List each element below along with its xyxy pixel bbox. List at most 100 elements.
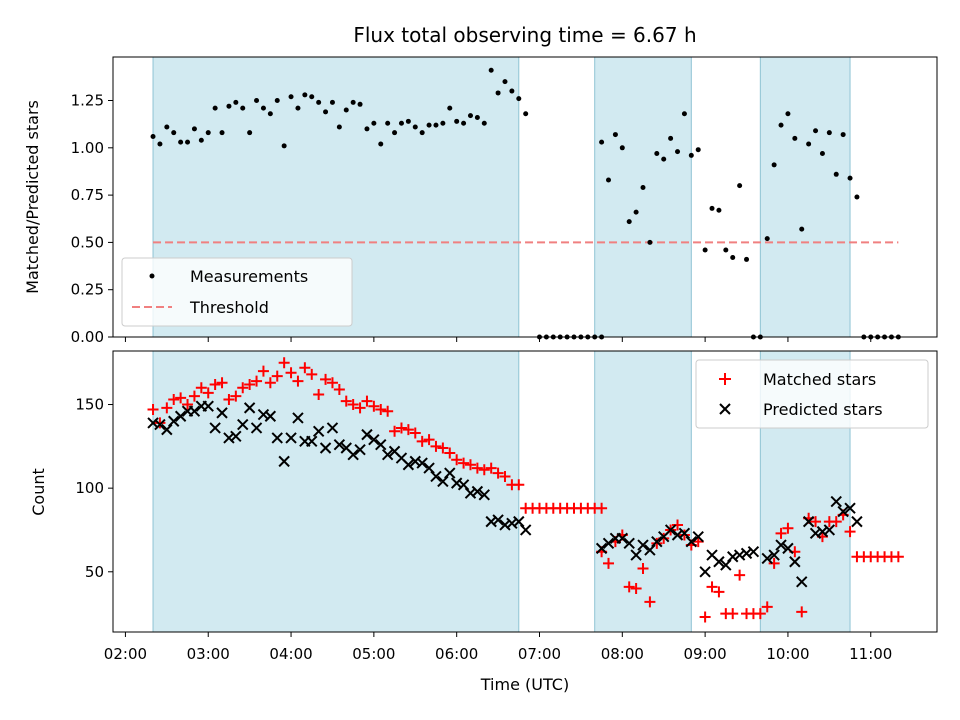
bottom-series-2-point-31 bbox=[354, 443, 366, 456]
bottom-series-1-point-26 bbox=[320, 373, 332, 385]
top-series-1-point-84 bbox=[723, 247, 729, 253]
top-series-1-point-14 bbox=[240, 105, 246, 111]
bottom-series-1-point-92 bbox=[768, 557, 780, 569]
bottom-series-1-point-91 bbox=[761, 601, 773, 613]
bottom-series-2-point-91 bbox=[844, 502, 856, 514]
bottom-series-2-point-26 bbox=[319, 442, 332, 454]
top-series-1-point-9 bbox=[205, 130, 211, 136]
bottom-series-1-point-48 bbox=[471, 462, 483, 474]
bottom-series-1-point-29 bbox=[340, 395, 352, 407]
top-series-1-point-54 bbox=[516, 96, 522, 102]
bottom-series-2-point-39 bbox=[409, 455, 421, 468]
top-series-1-point-51 bbox=[495, 90, 501, 96]
bottom-series-2-point-34 bbox=[375, 438, 387, 451]
top-series-1-point-95 bbox=[799, 226, 805, 232]
top-series-1-point-98 bbox=[819, 150, 825, 156]
legend-marker-measurements bbox=[149, 273, 155, 279]
legend-label-predicted: Predicted stars bbox=[763, 400, 883, 419]
top-y-axis-label: Matched/Predicted stars bbox=[23, 100, 42, 294]
top-series-1-point-39 bbox=[412, 124, 418, 130]
x-axis-label: Time (UTC) bbox=[480, 675, 569, 694]
top-series-1-point-90 bbox=[764, 236, 770, 242]
bottom-series-1-point-98 bbox=[810, 516, 822, 528]
bottom-series-1-point-44 bbox=[444, 447, 456, 459]
bottom-series-1-point-66 bbox=[596, 502, 608, 514]
bottom-series-2-point-7 bbox=[188, 405, 201, 417]
bottom-y-axis-label: Count bbox=[29, 468, 48, 516]
bottom-series-1-point-78 bbox=[672, 519, 684, 531]
bottom-series-2-point-28 bbox=[333, 438, 346, 451]
top-series-1-point-15 bbox=[247, 130, 253, 136]
bottom-series-1-point-14 bbox=[237, 382, 249, 394]
top-series-1-point-52 bbox=[502, 79, 508, 85]
top-series-1-point-16 bbox=[254, 98, 260, 104]
bottom-series-1-point-23 bbox=[299, 362, 311, 374]
top-series-1-point-32 bbox=[364, 126, 370, 132]
top-series-1-point-35 bbox=[385, 120, 391, 126]
bottom-series-2-point-48 bbox=[471, 485, 484, 498]
bottom-series-1-point-35 bbox=[382, 405, 394, 417]
top-series-1-point-93 bbox=[785, 111, 791, 117]
bottom-series-1-point-2 bbox=[154, 417, 166, 429]
top-series-1-point-43 bbox=[440, 120, 446, 126]
bottom-shaded-region-2 bbox=[594, 350, 692, 633]
top-series-1-point-79 bbox=[688, 152, 694, 158]
top-series-1-point-23 bbox=[302, 92, 308, 98]
bottom-series-1-point-40 bbox=[416, 435, 428, 447]
top-series-1-point-11 bbox=[219, 130, 225, 136]
top-series-1-point-83 bbox=[716, 207, 722, 213]
bottom-series-2-point-83 bbox=[789, 556, 801, 568]
bottom-series-2-point-18 bbox=[264, 410, 277, 422]
x-tick-label-6: 07:00 bbox=[518, 645, 561, 663]
top-series-1-point-67 bbox=[606, 177, 612, 183]
legend-marker-predicted bbox=[719, 403, 731, 415]
bottom-series-2-point-68 bbox=[678, 527, 691, 540]
bottom-y-tick-label-2: 100 bbox=[75, 479, 104, 497]
bottom-series-2-point-53 bbox=[506, 517, 518, 529]
bottom-series-1-point-101 bbox=[830, 516, 842, 528]
bottom-series-2-point-64 bbox=[651, 535, 663, 548]
top-legend: Measurements Threshold bbox=[121, 257, 353, 327]
bottom-series-2-point-21 bbox=[285, 432, 297, 444]
bottom-series-2-point-5 bbox=[174, 410, 187, 422]
bottom-series-2-point-67 bbox=[671, 529, 684, 541]
bottom-series-2-point-61 bbox=[630, 549, 642, 561]
top-series-1-point-100 bbox=[833, 171, 839, 177]
bottom-series-1-point-5 bbox=[175, 392, 187, 404]
bottom-series-2-point-89 bbox=[830, 495, 842, 508]
bottom-series-1-point-37 bbox=[395, 422, 407, 434]
top-series-1-point-2 bbox=[157, 141, 163, 147]
bottom-series-2-point-14 bbox=[237, 418, 249, 431]
top-series-1-point-24 bbox=[309, 94, 315, 100]
bottom-series-2-point-76 bbox=[733, 549, 746, 561]
top-series-1-point-20 bbox=[281, 143, 287, 149]
top-y-tick-label-3: 0.50 bbox=[71, 233, 104, 251]
bottom-series-2-point-10 bbox=[209, 422, 221, 434]
bottom-series-2-point-73 bbox=[713, 556, 725, 568]
bottom-series-2-point-3 bbox=[161, 423, 173, 436]
bottom-series-2-point-20 bbox=[278, 455, 290, 468]
bottom-series-2-point-4 bbox=[168, 415, 180, 427]
bottom-series-1-point-86 bbox=[727, 608, 739, 620]
top-series-1-point-70 bbox=[626, 219, 632, 225]
bottom-series-1-point-42 bbox=[430, 440, 442, 452]
bottom-series-1-point-4 bbox=[168, 394, 180, 406]
legend-label-measurements: Measurements bbox=[190, 267, 308, 286]
bottom-series-2-point-88 bbox=[823, 524, 836, 536]
bottom-series-2-point-45 bbox=[450, 477, 463, 489]
bottom-series-1-point-11 bbox=[216, 377, 228, 389]
top-series-1-point-7 bbox=[191, 126, 197, 132]
top-series-1-point-81 bbox=[702, 247, 708, 253]
bottom-series-1-point-17 bbox=[257, 365, 269, 377]
top-series-1-point-68 bbox=[612, 132, 618, 138]
bottom-series-1-point-10 bbox=[209, 378, 221, 390]
bottom-series-2-point-70 bbox=[692, 530, 704, 543]
bottom-series-2-point-87 bbox=[816, 525, 829, 538]
x-tick-label-10: 11:00 bbox=[849, 645, 892, 663]
bottom-series-2-point-84 bbox=[796, 576, 808, 588]
bottom-series-2-point-71 bbox=[699, 566, 711, 578]
top-y-tick-label-4: 0.75 bbox=[71, 186, 104, 204]
bottom-legend-box bbox=[695, 359, 929, 429]
bottom-series-2-point-13 bbox=[230, 430, 242, 443]
